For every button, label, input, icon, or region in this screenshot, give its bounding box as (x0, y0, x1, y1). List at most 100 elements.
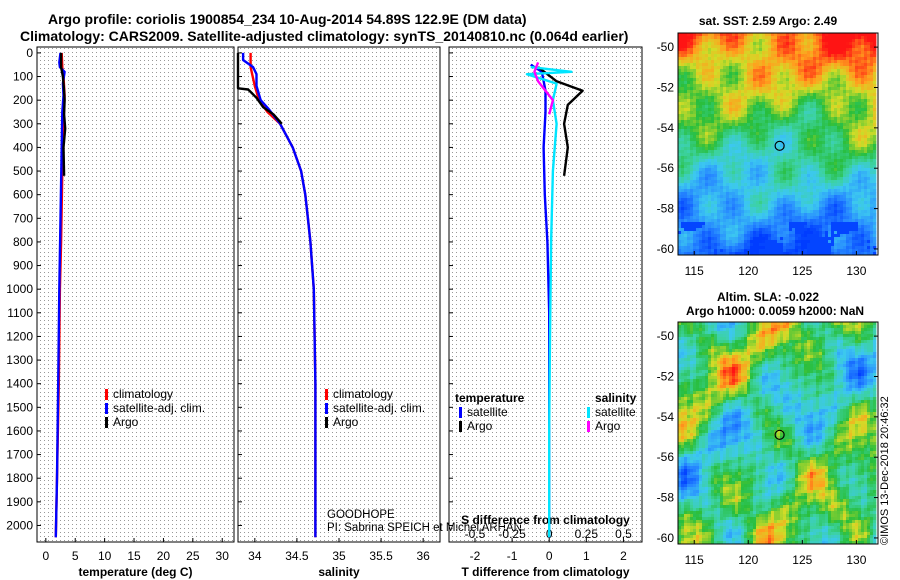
legend-label: satellite (595, 405, 636, 419)
map-lat-label: -52 (657, 369, 675, 383)
depth-tick-label: 300 (13, 117, 33, 131)
axes-frame (448, 46, 643, 543)
s-axis-label: S difference from climatology (461, 513, 630, 527)
map-lon-label: 125 (792, 553, 812, 567)
s-tick-label: -0.5 (465, 527, 486, 541)
figure-title-line2: Climatology: CARS2009. Satellite-adjuste… (20, 28, 629, 44)
depth-tick-label: 900 (13, 259, 33, 273)
depth-tick-label: 1000 (6, 282, 33, 296)
credit-text: ©IMOS 13-Dec-2018 20:46:32 (879, 396, 891, 545)
depth-tick-label: 0 (26, 46, 33, 60)
map-lon-label: 120 (738, 264, 758, 278)
x-tick-label: 5 (72, 549, 79, 563)
x-axis-label: T difference from climatology (461, 565, 629, 579)
depth-tick-label: 400 (13, 140, 33, 154)
x-tick-label: 20 (157, 549, 171, 563)
depth-tick-label: 1300 (6, 353, 33, 367)
annotation-text: GOODHOPE (327, 509, 395, 521)
legend-swatch (325, 389, 328, 400)
depth-tick-label: 1800 (6, 471, 33, 485)
map-lat-label: -54 (657, 121, 675, 135)
depth-tick-label: 1700 (6, 448, 33, 462)
legend-swatch (325, 403, 328, 414)
grid (238, 47, 440, 542)
sla-map-title2: Argo h1000: 0.0059 h2000: NaN (686, 304, 864, 318)
legend-temp-header: temperature (455, 391, 525, 405)
sla-map: -50 -52 -54 -56 -58 -60 115 120 125 130 (657, 321, 879, 567)
series-satellite-adj-clim- (241, 52, 317, 538)
sla-map-title1: Altim. SLA: -0.022 (717, 290, 819, 304)
series-s-satellite (525, 65, 573, 538)
legend-label: Argo (113, 415, 139, 429)
depth-tick-label: 500 (13, 164, 33, 178)
x-tick-label: 10 (98, 549, 112, 563)
map-lat-label: -60 (657, 242, 675, 256)
s-tick-label: 0.5 (615, 527, 632, 541)
map-lon-label: 120 (738, 553, 758, 567)
legend-swatch (587, 407, 590, 418)
depth-tick-label: 200 (13, 93, 33, 107)
legend-label: Argo (595, 419, 621, 433)
x-tick-label: -1 (507, 549, 518, 563)
depth-tick-label: 1400 (6, 377, 33, 391)
panel-difference: -2 -1 0 1 2 T difference from climatology S di… (448, 46, 643, 579)
legend-swatch (459, 421, 462, 432)
x-tick-label: 36 (416, 549, 430, 563)
x-axis-label: temperature (deg C) (78, 565, 192, 579)
grid (37, 47, 234, 542)
legend-sal-header: salinity (595, 391, 637, 405)
axes-frame (36, 46, 235, 543)
depth-tick-label: 1200 (6, 329, 33, 343)
x-tick-label: 0 (546, 549, 553, 563)
legend-label: climatology (113, 387, 173, 401)
x-tick-label: 35.5 (369, 549, 393, 563)
depth-tick-label: 2000 (6, 518, 33, 532)
panel-temperature: 0100200300400500600700800900100011001200… (6, 46, 235, 579)
depth-tick-label: 800 (13, 235, 33, 249)
x-axis-label: salinity (318, 565, 360, 579)
legend-label: satellite (467, 405, 508, 419)
map-lat-label: -56 (657, 450, 675, 464)
legend-swatch (459, 407, 462, 418)
map-frame (677, 321, 879, 545)
map-lat-label: -60 (657, 531, 675, 545)
x-tick-label: -2 (470, 549, 481, 563)
depth-tick-label: 600 (13, 188, 33, 202)
depth-tick-label: 1600 (6, 424, 33, 438)
series-t-argo (537, 66, 584, 176)
s-tick-label: -0.25 (498, 527, 526, 541)
depth-tick-label: 700 (13, 211, 33, 225)
map-lat-label: -50 (657, 40, 675, 54)
map-lon-label: 115 (685, 264, 704, 278)
s-tick-label: 0.25 (575, 527, 599, 541)
series-argo (236, 52, 283, 125)
legend-label: satellite-adj. clim. (333, 401, 425, 415)
legend-swatch (325, 417, 328, 428)
map-lon-label: 115 (685, 553, 704, 567)
map-lat-label: -56 (657, 161, 675, 175)
series-argo (59, 52, 67, 176)
sst-map-title: sat. SST: 2.59 Argo: 2.49 (699, 14, 838, 28)
legend-label: satellite-adj. clim. (113, 401, 205, 415)
map-lat-label: -58 (657, 491, 675, 505)
legend-swatch (105, 417, 108, 428)
sst-map: -50 -52 -54 -56 -58 -60 115 120 125 130 (657, 32, 879, 278)
depth-tick-label: 1900 (6, 495, 33, 509)
map-lat-label: -50 (657, 329, 675, 343)
x-tick-label: 25 (186, 549, 200, 563)
x-tick-label: 34.5 (285, 549, 309, 563)
map-frame (677, 32, 879, 256)
legend-swatch (587, 421, 590, 432)
x-tick-label: 1 (583, 549, 590, 563)
x-tick-label: 34 (248, 549, 262, 563)
map-lat-label: -58 (657, 202, 675, 216)
legend-label: Argo (467, 419, 493, 433)
x-tick-label: 15 (127, 549, 141, 563)
map-lat-label: -54 (657, 410, 675, 424)
x-tick-label: 30 (216, 549, 230, 563)
map-lat-label: -52 (657, 80, 675, 94)
legend-label: climatology (333, 387, 393, 401)
x-tick-label: 2 (620, 549, 627, 563)
map-lon-label: 125 (792, 264, 812, 278)
depth-tick-label: 1100 (7, 306, 33, 320)
